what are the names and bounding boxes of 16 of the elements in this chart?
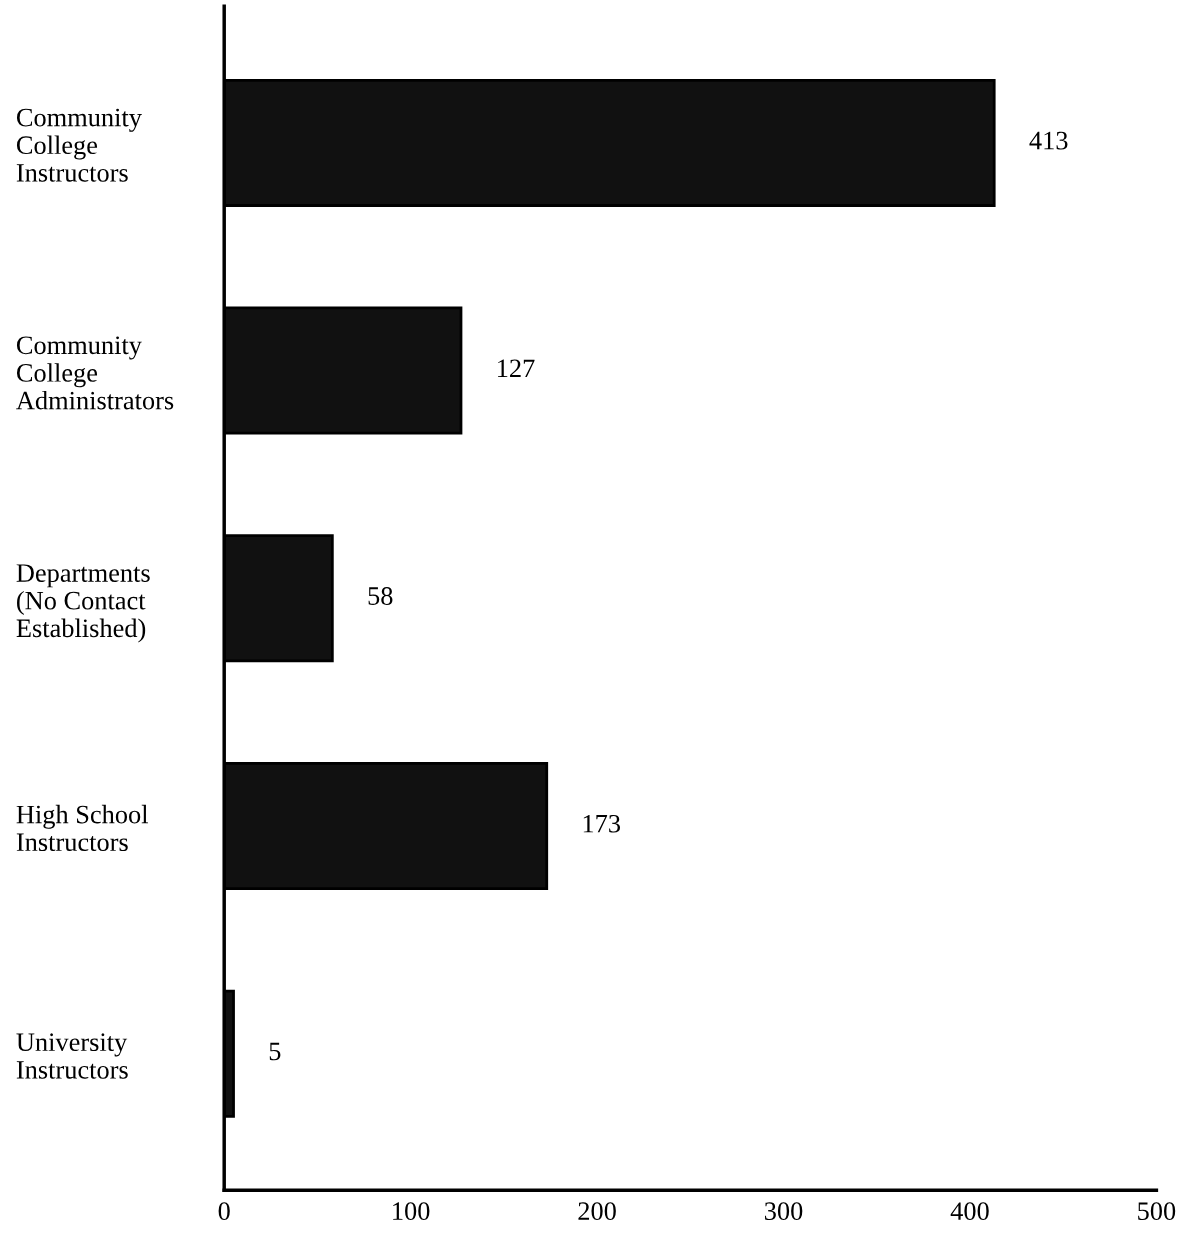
x-tick-label: 100 bbox=[393, 1202, 430, 1221]
data-label: 58 bbox=[368, 587, 393, 605]
data-label: 173 bbox=[583, 814, 621, 833]
y-tick-label: Departments (No Contact Established) bbox=[16, 564, 150, 643]
x-tick-label: 500 bbox=[1138, 1202, 1176, 1221]
x-tick-label: 400 bbox=[950, 1202, 989, 1221]
data-label: 413 bbox=[1029, 131, 1068, 150]
y-tick-label: Community College Administrators bbox=[16, 336, 174, 410]
y-tick-label: Community College Instructors bbox=[16, 108, 142, 182]
x-tick-label: 300 bbox=[764, 1202, 803, 1221]
x-tick-label: 200 bbox=[578, 1202, 616, 1221]
x-tick-label: 0 bbox=[218, 1202, 230, 1221]
data-label: 127 bbox=[498, 359, 535, 377]
y-tick-label: High School Instructors bbox=[16, 804, 149, 852]
y-tick-label: University Instructors bbox=[16, 1033, 128, 1079]
data-label: 5 bbox=[269, 1042, 281, 1061]
